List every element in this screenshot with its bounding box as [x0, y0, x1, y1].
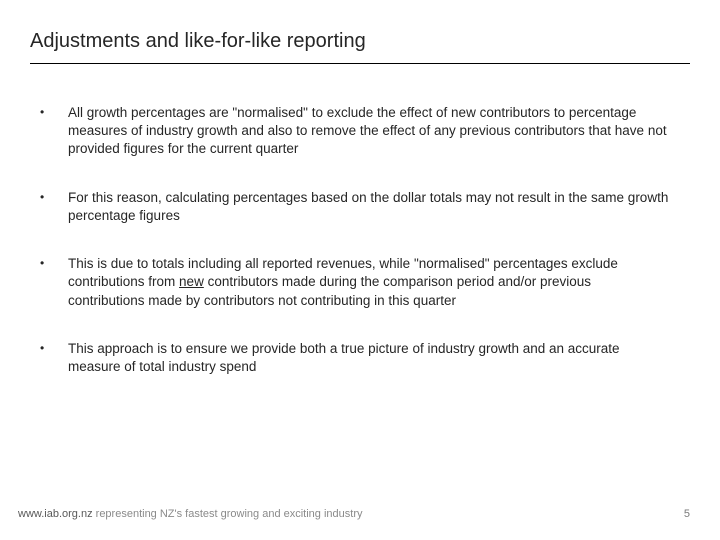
- bullet-item: • All growth percentages are "normalised…: [40, 104, 670, 159]
- footer: www.iab.org.nz representing NZ's fastest…: [18, 508, 690, 520]
- bullet-text: For this reason, calculating percentages…: [68, 189, 670, 225]
- text-underlined: new: [179, 274, 204, 289]
- slide: Adjustments and like-for-like reporting …: [0, 0, 720, 540]
- bullet-mark: •: [40, 189, 68, 206]
- bullet-mark: •: [40, 104, 68, 121]
- bullet-item: • For this reason, calculating percentag…: [40, 189, 670, 225]
- footer-left: www.iab.org.nz representing NZ's fastest…: [18, 508, 363, 520]
- bullet-item: • This is due to totals including all re…: [40, 255, 670, 310]
- bullet-item: • This approach is to ensure we provide …: [40, 340, 670, 376]
- bullet-mark: •: [40, 340, 68, 357]
- footer-tagline: representing NZ's fastest growing and ex…: [93, 508, 363, 520]
- footer-url: www.iab.org.nz: [18, 508, 93, 520]
- bullet-text: This is due to totals including all repo…: [68, 255, 670, 310]
- page-number: 5: [684, 508, 690, 520]
- bullet-text: This approach is to ensure we provide bo…: [68, 340, 670, 376]
- content-area: • All growth percentages are "normalised…: [30, 104, 690, 376]
- slide-title: Adjustments and like-for-like reporting: [30, 30, 690, 64]
- bullet-mark: •: [40, 255, 68, 272]
- bullet-text: All growth percentages are "normalised" …: [68, 104, 670, 159]
